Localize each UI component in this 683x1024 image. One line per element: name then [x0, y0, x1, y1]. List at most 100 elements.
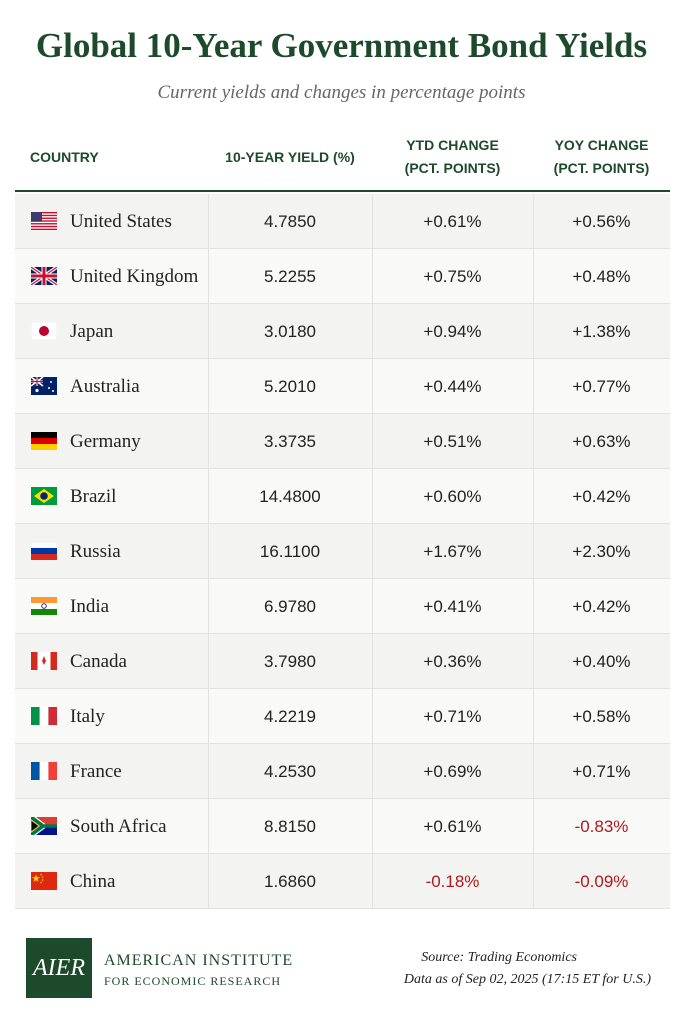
cell-divider: [533, 634, 534, 689]
change: -0.09%: [574, 872, 629, 891]
org-name: FOR ECONOMIC RESEARCH: [104, 974, 282, 988]
flag: [31, 432, 57, 450]
cell-divider: [208, 799, 209, 854]
flag: [31, 817, 57, 835]
change: +0.58%: [572, 707, 631, 726]
change: +0.75%: [423, 267, 482, 286]
change: +0.60%: [423, 487, 482, 506]
cell-divider: [533, 359, 534, 414]
cell-divider: [372, 689, 373, 744]
change: +0.44%: [423, 377, 482, 396]
cell-divider: [208, 744, 209, 799]
change: +0.71%: [423, 707, 482, 726]
country-name: India: [70, 596, 110, 617]
row-bg: [15, 249, 670, 304]
country-name: China: [70, 871, 116, 892]
yield: 16.1100: [259, 542, 321, 561]
country-name: Canada: [70, 651, 127, 672]
subtitle: Current yields and changes in percentage…: [157, 82, 526, 103]
flag: [31, 212, 57, 230]
cell-divider: [208, 194, 209, 249]
change: +0.77%: [572, 377, 631, 396]
cell-divider: [208, 524, 209, 579]
org-name: AMERICAN INSTITUTE: [104, 952, 294, 969]
yield: 3.3735: [264, 432, 316, 451]
row-bg: [15, 469, 670, 524]
cell-divider: [208, 359, 209, 414]
country-name: Australia: [70, 376, 140, 397]
cell-divider: [208, 579, 209, 634]
title: Global 10-Year Government Bond Yields: [35, 26, 648, 65]
yield: 4.7850: [264, 212, 316, 231]
cell-divider: [533, 414, 534, 469]
country-name: United States: [70, 211, 172, 232]
cell-divider: [372, 579, 373, 634]
cell-divider: [208, 414, 209, 469]
logo: AIER: [26, 938, 92, 998]
yield: 5.2255: [264, 267, 316, 286]
yield: 4.2530: [264, 762, 316, 781]
yield: 4.2219: [264, 707, 316, 726]
cell-divider: [372, 359, 373, 414]
cell-divider: [208, 249, 209, 304]
flag: [31, 597, 57, 615]
flag: [31, 377, 57, 395]
row-bg: [15, 414, 670, 469]
flag: [31, 762, 57, 780]
change: +2.30%: [572, 542, 631, 561]
cell-divider: [372, 249, 373, 304]
cell-divider: [372, 304, 373, 359]
column-header: COUNTRY: [30, 149, 99, 165]
cell-divider: [533, 689, 534, 744]
change: -0.18%: [425, 872, 480, 891]
row-bg: [15, 304, 670, 359]
row-bg: [15, 524, 670, 579]
change: +0.42%: [572, 487, 631, 506]
cell-divider: [533, 799, 534, 854]
flag: [31, 652, 57, 670]
change: -0.83%: [574, 817, 629, 836]
change: +0.40%: [572, 652, 631, 671]
yield: 6.9780: [264, 597, 316, 616]
header-rule: [15, 190, 670, 192]
column-header: 10-YEAR YIELD (%): [225, 149, 355, 165]
cell-divider: [533, 579, 534, 634]
cell-divider: [372, 744, 373, 799]
change: +0.41%: [423, 597, 482, 616]
yield: 1.6860: [264, 872, 316, 891]
column-header: YOY CHANGE: [554, 137, 649, 153]
change: +0.71%: [572, 762, 631, 781]
cell-divider: [372, 469, 373, 524]
row-bg: [15, 689, 670, 744]
row-bg: [15, 854, 670, 909]
source: Source: Trading Economics: [421, 950, 577, 965]
row-bg: [15, 359, 670, 414]
flag: [31, 707, 57, 725]
flag: [31, 322, 57, 340]
country-name: Italy: [70, 706, 105, 727]
yield: 3.0180: [264, 322, 316, 341]
note: Data as of Sep 02, 2025 (17:15 ET for U.…: [403, 972, 651, 987]
cell-divider: [533, 524, 534, 579]
country-name: United Kingdom: [70, 266, 199, 287]
cell-divider: [372, 799, 373, 854]
change: +0.42%: [572, 597, 631, 616]
cell-divider: [372, 414, 373, 469]
cell-divider: [533, 854, 534, 909]
flag: [31, 487, 57, 505]
country-name: France: [70, 761, 122, 782]
change: +0.63%: [572, 432, 631, 451]
cell-divider: [533, 469, 534, 524]
column-header: YTD CHANGE: [406, 137, 499, 153]
cell-divider: [208, 854, 209, 909]
yield: 14.4800: [259, 487, 321, 506]
cell-divider: [208, 469, 209, 524]
change: +0.51%: [423, 432, 482, 451]
country-name: Japan: [70, 321, 114, 342]
flag: [31, 872, 57, 890]
country-name: Brazil: [70, 486, 117, 507]
change: +0.69%: [423, 762, 482, 781]
yield: 8.8150: [264, 817, 316, 836]
change: +0.61%: [423, 212, 482, 231]
